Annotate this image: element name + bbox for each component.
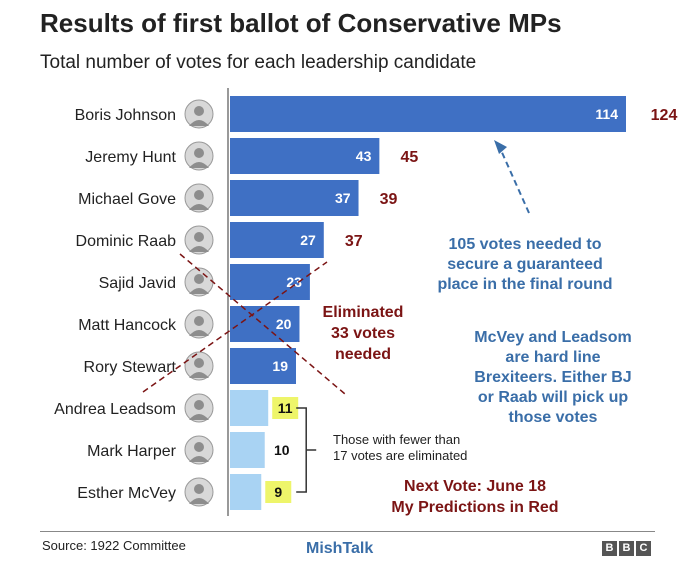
bar: [230, 348, 296, 384]
label-highlight: [272, 397, 299, 419]
category-label: Sajid Javid: [99, 275, 176, 292]
data-label: 9: [274, 484, 282, 500]
votes-needed-line: secure a guaranteed: [447, 256, 603, 273]
avatar-head-icon: [194, 442, 204, 452]
label-highlight: [265, 481, 292, 503]
mcvey-note-line: McVey and Leadsom: [474, 329, 632, 346]
next-vote-line: Next Vote: June 18: [404, 478, 546, 495]
arrowhead-icon: [494, 140, 507, 154]
bar: [230, 306, 300, 342]
avatar-head-icon: [194, 274, 204, 284]
bar: [230, 264, 310, 300]
data-label: 23: [286, 274, 302, 290]
mcvey-note-line: Brexiteers. Either BJ: [474, 369, 632, 386]
category-label: Michael Gove: [78, 191, 176, 208]
prediction-label: 45: [400, 149, 418, 166]
mcvey-note-line: are hard line: [505, 349, 601, 366]
elimination-rule-note: Those with fewer than 17 votes are elimi…: [333, 432, 503, 464]
eliminated-note-line: 33 votes: [330, 325, 396, 342]
avatar-body-icon: [189, 288, 209, 294]
elimination-bracket: [296, 407, 317, 493]
chart-rows: Boris Johnson 114 Jeremy Hunt 43 Michael Gov…: [54, 96, 626, 510]
avatar-body-icon: [189, 330, 209, 336]
prediction-label: 124: [651, 107, 678, 124]
category-label: Mark Harper: [87, 443, 177, 460]
bar: [230, 390, 269, 426]
category-label: Boris Johnson: [75, 107, 176, 124]
mishtalk-credit: MishTalk: [306, 540, 374, 557]
eliminated-note-line: Eliminated: [322, 304, 404, 321]
elimination-rule-line: 17 votes are eliminated: [333, 448, 468, 463]
next-vote-line: My Predictions in Red: [391, 499, 559, 516]
avatar-body-icon: [189, 120, 209, 126]
avatar-head-icon: [194, 400, 204, 410]
votes-needed-note: 105 votes needed to secure a guaranteed …: [420, 235, 630, 295]
mcvey-note-line: those votes: [508, 409, 598, 426]
chart-subtitle: Total number of votes for each leadershi…: [40, 52, 477, 73]
data-label: 37: [335, 190, 351, 206]
avatar-head-icon: [194, 232, 204, 242]
category-label: Andrea Leadsom: [54, 401, 176, 418]
votes-needed-line: place in the final round: [437, 276, 613, 293]
avatar-head-icon: [194, 106, 204, 116]
data-label: 20: [276, 316, 292, 332]
bar: [230, 222, 324, 258]
avatar-body-icon: [189, 162, 209, 168]
bbc-logo-letter: B: [619, 541, 634, 556]
source-credit: Source: 1922 Committee: [42, 538, 186, 553]
avatar-body-icon: [189, 204, 209, 210]
next-vote-note: Next Vote: June 18 My Predictions in Red: [360, 476, 590, 518]
bbc-logo-letter: C: [636, 541, 651, 556]
avatar-head-icon: [194, 358, 204, 368]
eliminated-cross-line: [142, 261, 328, 393]
bar: [230, 432, 265, 468]
category-label: Rory Stewart: [84, 359, 177, 376]
eliminated-note: Eliminated 33 votes needed: [313, 302, 413, 365]
eliminated-note-line: needed: [334, 346, 391, 363]
avatar-head-icon: [194, 190, 204, 200]
footer-divider: [40, 531, 655, 532]
avatar-head-icon: [194, 148, 204, 158]
category-label: Matt Hancock: [78, 317, 177, 334]
bar: [230, 474, 262, 510]
avatar-body-icon: [189, 246, 209, 252]
avatar-body-icon: [189, 414, 209, 420]
prediction-label: 39: [380, 191, 398, 208]
data-label: 114: [595, 106, 618, 122]
bar: [230, 180, 359, 216]
bar: [230, 138, 380, 174]
data-label: 10: [274, 442, 290, 458]
data-label: 27: [300, 232, 316, 248]
prediction-label: 37: [345, 233, 363, 250]
mcvey-note-line: or Raab will pick up: [477, 389, 629, 406]
category-label: Jeremy Hunt: [85, 149, 176, 166]
votes-needed-line: 105 votes needed to: [448, 236, 602, 253]
chart-title: Results of first ballot of Conservative …: [40, 8, 562, 38]
elimination-rule-line: Those with fewer than: [333, 432, 461, 447]
avatar-body-icon: [189, 372, 209, 378]
avatar-body-icon: [189, 456, 209, 462]
category-label: Esther McVey: [77, 485, 176, 502]
data-label: 19: [272, 358, 288, 374]
avatar-head-icon: [194, 316, 204, 326]
data-label: 11: [278, 400, 293, 416]
votes-needed-arrow: [499, 147, 530, 214]
bbc-logo-letter: B: [602, 541, 617, 556]
chart-overlays: 124 45 39 37: [142, 107, 678, 493]
avatar-head-icon: [194, 484, 204, 494]
bar: [230, 96, 626, 132]
mcvey-leadsom-note: McVey and Leadsom are hard line Brexitee…: [458, 328, 648, 428]
data-label: 43: [356, 148, 372, 164]
eliminated-cross-line: [179, 253, 346, 395]
avatar-body-icon: [189, 498, 209, 504]
category-label: Dominic Raab: [76, 233, 177, 250]
